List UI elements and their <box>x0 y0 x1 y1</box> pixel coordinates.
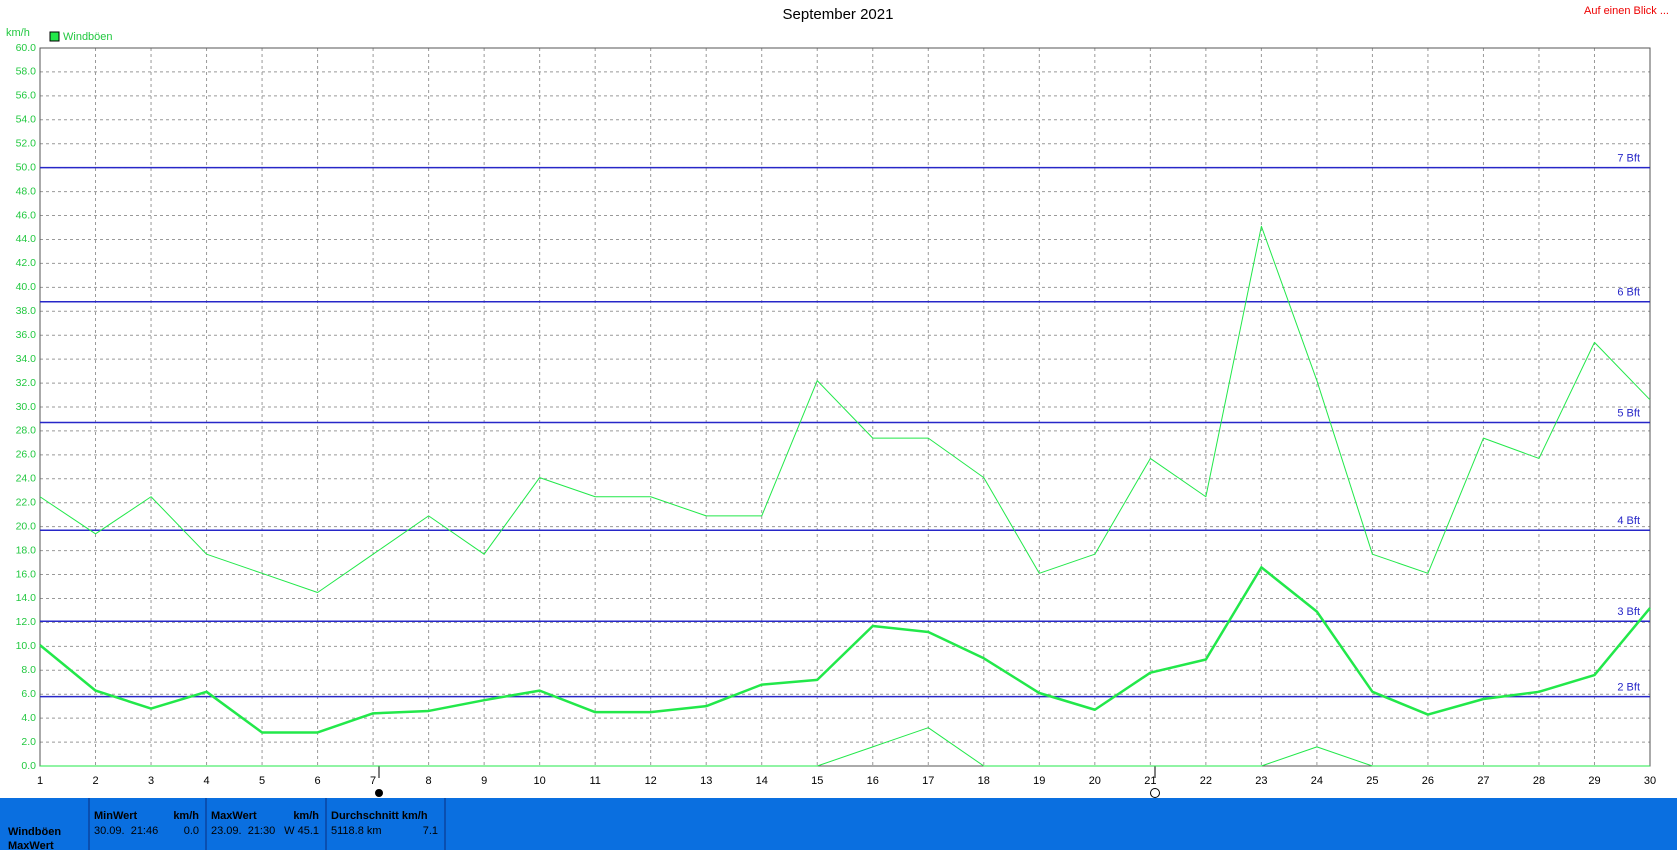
y-tick-label: 28.0 <box>16 425 37 437</box>
box-unit: km/h <box>173 810 199 822</box>
y-tick-label: 58.0 <box>16 66 37 78</box>
beaufort-label: 2 Bft <box>1617 681 1640 693</box>
y-tick-label: 20.0 <box>16 520 37 532</box>
x-tick-label: 12 <box>645 775 657 787</box>
x-tick-label: 30 <box>1644 775 1656 787</box>
y-tick-label: 4.0 <box>21 712 36 724</box>
x-tick-label: 4 <box>203 775 209 787</box>
overview-link[interactable]: Auf einen Blick ... <box>1584 5 1669 17</box>
y-tick-label: 30.0 <box>16 401 37 413</box>
box-header: MaxWert <box>211 810 257 822</box>
series-line <box>40 727 1650 767</box>
beaufort-label: 5 Bft <box>1617 407 1640 419</box>
box-header: MinWert <box>94 810 138 822</box>
y-tick-label: 46.0 <box>16 209 37 221</box>
plot-frame <box>39 47 1651 767</box>
y-axis-label: km/h <box>6 27 30 39</box>
x-tick-label: 9 <box>481 775 487 787</box>
stats-box: MaxWert km/h 23.09. 21:30 W 45.1 <box>205 798 327 850</box>
x-tick-label: 5 <box>259 775 265 787</box>
y-tick-label: 56.0 <box>16 90 37 102</box>
y-tick-label: 6.0 <box>21 688 36 700</box>
new-moon-icon <box>375 789 383 797</box>
series-line <box>39 225 1651 593</box>
y-tick-label: 52.0 <box>16 138 37 150</box>
x-tick-label: 14 <box>756 775 768 787</box>
x-tick-label: 15 <box>811 775 823 787</box>
y-tick-label: 0.0 <box>21 760 36 772</box>
y-tick-label: 24.0 <box>16 473 37 485</box>
box-left-value: 5118.8 km <box>331 825 382 837</box>
x-tick-label: 21 <box>1144 775 1156 787</box>
x-tick-label: 1 <box>37 775 43 787</box>
x-tick-label: 19 <box>1033 775 1045 787</box>
y-tick-label: 2.0 <box>21 736 36 748</box>
y-tick-label: 14.0 <box>16 592 37 604</box>
box-unit: km/h <box>293 810 319 822</box>
beaufort-label: 6 Bft <box>1617 287 1640 299</box>
y-tick-label: 54.0 <box>16 114 37 126</box>
y-tick-label: 42.0 <box>16 257 37 269</box>
x-tick-label: 7 <box>370 775 376 787</box>
stats-box: MinWert km/h 30.09. 21:46 0.0 <box>88 798 207 850</box>
legend-label: Windböen <box>63 31 113 43</box>
x-tick-label: 24 <box>1311 775 1323 787</box>
y-tick-label: 60.0 <box>16 42 37 54</box>
y-tick-label: 36.0 <box>16 329 37 341</box>
y-tick-label: 16.0 <box>16 568 37 580</box>
beaufort-label: 7 Bft <box>1617 153 1640 165</box>
series-line <box>39 566 1651 734</box>
x-tick-label: 28 <box>1533 775 1545 787</box>
x-tick-label: 23 <box>1255 775 1267 787</box>
x-tick-label: 17 <box>922 775 934 787</box>
x-tick-label: 18 <box>978 775 990 787</box>
y-tick-label: 38.0 <box>16 305 37 317</box>
y-tick-label: 22.0 <box>16 497 37 509</box>
y-tick-label: 26.0 <box>16 449 37 461</box>
x-tick-label: 6 <box>315 775 321 787</box>
y-tick-label: 32.0 <box>16 377 37 389</box>
stats-footer: Windböen MaxWert MinWert km/h 30.09. 21:46… <box>0 798 1677 850</box>
box-right-value: W 45.1 <box>284 825 319 837</box>
box-left-value: 30.09. 21:46 <box>94 825 159 837</box>
y-tick-label: 18.0 <box>16 544 37 556</box>
y-tick-label: 10.0 <box>16 640 37 652</box>
y-tick-label: 34.0 <box>16 353 37 365</box>
box-right-value: 7.1 <box>422 825 438 837</box>
chart: September 2021 km/h 0.0 2.0 4.0 6.0 8.0 10.0 1… <box>6 6 1656 798</box>
x-tick-label: 10 <box>534 775 546 787</box>
x-tick-label: 26 <box>1422 775 1434 787</box>
row-label: MaxWert <box>8 840 54 850</box>
stats-box: Durchschnitt km/h 5118.8 km 7.1 <box>325 798 446 850</box>
y-tick-label: 40.0 <box>16 281 37 293</box>
legend-swatch <box>49 31 60 42</box>
x-tick-label: 16 <box>867 775 879 787</box>
x-tick-label: 22 <box>1200 775 1212 787</box>
y-tick-label: 50.0 <box>16 161 37 173</box>
y-tick-label: 12.0 <box>16 616 37 628</box>
x-tick-label: 13 <box>700 775 712 787</box>
box-header: Durchschnitt km/h <box>331 810 428 822</box>
full-moon-icon <box>1150 788 1160 798</box>
box-left-value: 23.09. 21:30 <box>211 825 276 837</box>
x-tick-label: 2 <box>92 775 98 787</box>
x-tick-label: 8 <box>426 775 432 787</box>
x-tick-label: 20 <box>1089 775 1101 787</box>
x-tick-label: 3 <box>148 775 154 787</box>
row-label: Windböen <box>8 826 62 838</box>
x-tick-label: 11 <box>589 775 600 787</box>
box-right-value: 0.0 <box>183 825 199 837</box>
y-tick-label: 48.0 <box>16 185 37 197</box>
x-tick-label: 27 <box>1477 775 1489 787</box>
beaufort-label: 4 Bft <box>1617 515 1640 527</box>
beaufort-label: 3 Bft <box>1617 606 1640 618</box>
x-tick-label: 25 <box>1366 775 1378 787</box>
y-tick-label: 44.0 <box>16 233 37 245</box>
x-tick-label: 29 <box>1588 775 1600 787</box>
y-tick-label: 8.0 <box>21 664 36 676</box>
chart-title: September 2021 <box>783 6 894 23</box>
